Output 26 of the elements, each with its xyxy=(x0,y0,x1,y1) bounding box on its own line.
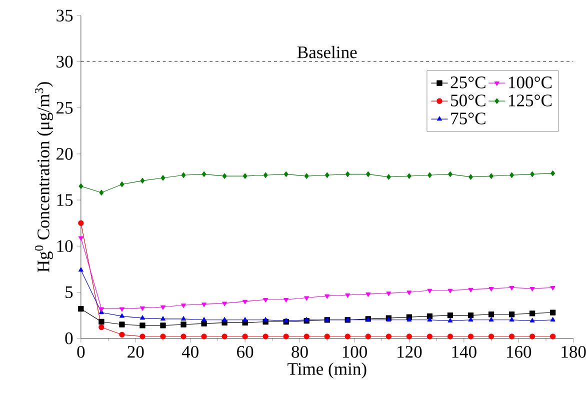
x-tick-label: 180 xyxy=(562,346,586,358)
x-tick-label: 120 xyxy=(398,346,422,358)
legend-label: 50°C xyxy=(451,94,486,106)
y-tick-label: 30 xyxy=(56,56,73,68)
x-tick-label: 20 xyxy=(128,346,144,358)
legend-label: 75°C xyxy=(451,112,486,124)
y-tick-label: 35 xyxy=(56,10,73,22)
legend-label: 125°C xyxy=(509,94,552,106)
x-tick-label: 0 xyxy=(77,346,85,358)
y-tick-label: 25 xyxy=(56,102,73,114)
x-tick-label: 160 xyxy=(507,346,532,358)
x-tick-label: 100 xyxy=(342,346,367,358)
y-tick-label: 0 xyxy=(65,332,73,344)
legend-label: 25°C xyxy=(450,76,486,88)
y-tick-label: 5 xyxy=(66,286,73,298)
ref-line-label: Baseline xyxy=(297,46,357,58)
y-axis-title: Hg$^{0}$ Concentration (μg/m$^{3}$) xyxy=(34,82,53,272)
x-tick-label: 40 xyxy=(182,346,198,358)
y-tick-label: 15 xyxy=(57,194,73,206)
y-tick-label: 20 xyxy=(56,148,73,160)
legend-label: 100°C xyxy=(509,76,552,88)
x-tick-label: 140 xyxy=(452,346,476,358)
x-tick-label: 80 xyxy=(292,346,308,358)
x-tick-label: 60 xyxy=(237,346,254,358)
x-axis-title: Time (min) xyxy=(288,362,366,379)
y-tick-label: 10 xyxy=(57,240,73,252)
